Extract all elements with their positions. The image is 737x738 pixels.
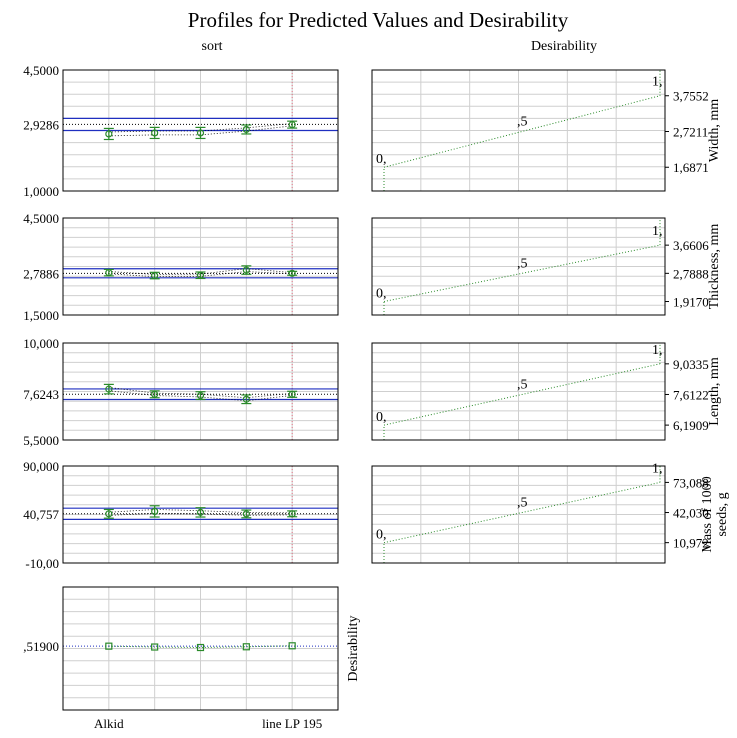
row3-data-point <box>288 390 296 398</box>
row4-data-point <box>151 507 159 515</box>
row4-y-tick-label: -10,00 <box>25 556 59 571</box>
row4-y-tick-label: 40,757 <box>23 507 59 522</box>
row4-data-point <box>196 508 205 516</box>
desirability-data-point <box>242 643 250 651</box>
row3-data-point <box>242 395 250 403</box>
row3-desirability-function-line <box>383 363 661 426</box>
row4-right-tick-label: 10,972 <box>673 536 709 551</box>
row3-profile-line-lower <box>108 390 293 402</box>
desirability-data-point <box>196 643 205 652</box>
row2-y-tick-label: 2,7886 <box>23 266 59 281</box>
row1-left-panel-frame <box>62 69 339 192</box>
row2-left-panel-frame <box>62 217 339 316</box>
row4-desirability-label: ,5 <box>517 496 528 511</box>
row3-right-tick-label: 9,0335 <box>673 357 709 372</box>
chart-title: Profiles for Predicted Values and Desira… <box>188 8 569 32</box>
row4-data-point <box>288 510 296 518</box>
desirability-y-tick-label: ,51900 <box>23 639 59 654</box>
x-category-label-first: Alkid <box>94 716 124 731</box>
row1-desirability-function-line <box>383 95 661 168</box>
row3-profile-line-upper <box>108 387 293 399</box>
row1-data-point <box>151 129 159 137</box>
desirability-data-point <box>288 642 296 650</box>
row3-data-point <box>196 391 205 400</box>
row1-response-label: Width, mm <box>707 99 722 162</box>
row1-profile-line-upper <box>108 123 293 133</box>
row3-data-point <box>105 385 113 393</box>
row2-data-point <box>105 269 113 277</box>
row4-y-tick-label: 90,000 <box>23 459 59 474</box>
row4-desirability-label: 1, <box>652 461 663 476</box>
row1-profile-line-lower <box>108 125 293 137</box>
row1-right-tick-label: 3,7552 <box>673 89 709 104</box>
row1-right-tick-label: 1,6871 <box>673 160 709 175</box>
left-column-header: sort <box>202 39 223 54</box>
row1-data-point <box>288 121 296 129</box>
row4-data-point <box>242 510 250 518</box>
row1-y-tick-label: 1,0000 <box>23 184 59 199</box>
row1-desirability-label: 0, <box>376 152 387 167</box>
row3-right-panel-frame <box>371 342 666 441</box>
row2-response-label: Thickness, mm <box>707 224 722 310</box>
row3-right-tick-label: 6,1909 <box>673 418 709 433</box>
row2-desirability-label: ,5 <box>517 256 528 271</box>
row4-profile-line-lower <box>108 512 293 516</box>
row2-desirability-label: 1, <box>652 224 663 239</box>
row2-desirability-label: 0, <box>376 287 387 302</box>
desirability-data-point <box>151 643 159 651</box>
row3-desirability-label: 0, <box>376 410 387 425</box>
row1-data-point <box>105 130 113 138</box>
row4-left-panel-frame <box>62 465 339 564</box>
row1-data-point <box>242 125 250 134</box>
row1-right-panel-frame <box>371 69 666 192</box>
row3-y-tick-label: 7,6243 <box>23 387 59 402</box>
row1-y-tick-label: 2,9286 <box>23 117 59 132</box>
row3-y-tick-label: 10,000 <box>23 336 59 351</box>
row4-desirability-label: 0, <box>376 528 387 543</box>
row2-profile-line-upper <box>108 268 293 275</box>
row2-right-tick-label: 2,7888 <box>673 266 709 281</box>
row3-left-panel-frame <box>62 342 339 441</box>
desirability-profile-line <box>108 645 293 649</box>
row3-right-tick-label: 7,6122 <box>673 387 709 402</box>
row1-right-tick-label: 2,7211 <box>673 124 708 139</box>
row3-data-point <box>151 390 159 398</box>
row4-right-panel-frame <box>371 465 666 564</box>
row4-right-tick-label: 42,030 <box>673 506 709 521</box>
desirability-data-point <box>105 642 113 650</box>
row3-desirability-label: 1, <box>652 343 663 358</box>
right-column-header: Desirability <box>531 39 597 54</box>
row2-data-point <box>151 271 159 280</box>
row2-data-point <box>288 269 296 277</box>
row1-y-tick-label: 4,5000 <box>23 63 59 78</box>
row1-desirability-label: 1, <box>652 75 663 90</box>
row2-desirability-function-line <box>383 244 661 303</box>
row4-data-point <box>105 510 113 518</box>
row3-desirability-label: ,5 <box>517 377 528 392</box>
row4-right-tick-label: 73,088 <box>673 475 709 490</box>
row2-y-tick-label: 4,5000 <box>23 211 59 226</box>
row1-data-point <box>196 129 205 137</box>
row4-profile-line-upper <box>108 509 293 514</box>
x-category-label-last: line LP 195 <box>262 716 322 731</box>
row2-right-tick-label: 3,6606 <box>673 238 709 253</box>
row2-profile-line-lower <box>108 271 293 278</box>
row3-y-tick-label: 5,5000 <box>23 433 59 448</box>
desirability-row-label: Desirability <box>346 615 361 681</box>
row2-data-point <box>242 266 250 274</box>
row3-response-label: Length, mm <box>707 357 722 426</box>
row2-right-panel-frame <box>371 217 666 316</box>
row2-y-tick-label: 1,5000 <box>23 308 59 323</box>
row2-right-tick-label: 1,9170 <box>673 295 709 310</box>
row4-desirability-function-line <box>383 481 661 544</box>
desirability-row-frame <box>62 586 339 711</box>
row4-response-label: Mass of 1000seeds, g <box>700 476 730 552</box>
row2-data-point <box>196 271 205 279</box>
row1-desirability-label: ,5 <box>517 114 528 129</box>
